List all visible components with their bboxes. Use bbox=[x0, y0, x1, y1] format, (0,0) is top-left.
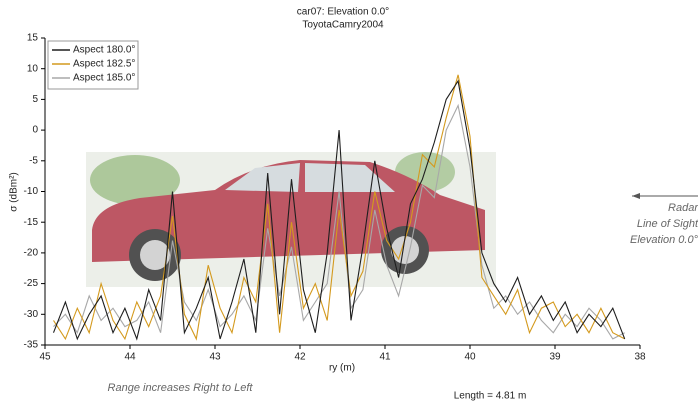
annotation: Radar bbox=[668, 202, 698, 214]
y-tick-label: -10 bbox=[24, 186, 39, 197]
legend-label: Aspect 185.0° bbox=[73, 73, 135, 84]
series-line bbox=[53, 103, 625, 340]
car-photo bbox=[86, 152, 496, 287]
legend-label: Aspect 180.0° bbox=[73, 45, 135, 56]
y-tick-label: -35 bbox=[24, 340, 39, 351]
x-tick-label: 41 bbox=[379, 352, 391, 363]
x-tick-label: 39 bbox=[549, 352, 561, 363]
y-tick-label: 0 bbox=[32, 125, 38, 136]
y-tick-label: 10 bbox=[27, 63, 39, 74]
annotation: Length = 4.81 m bbox=[454, 391, 527, 402]
x-tick-label: 45 bbox=[39, 352, 51, 363]
y-tick-label: -20 bbox=[24, 248, 39, 259]
legend-box bbox=[47, 40, 139, 90]
x-tick-label: 42 bbox=[294, 352, 306, 363]
annotation: Range increases Right to Left bbox=[108, 382, 254, 394]
series-line bbox=[53, 74, 625, 341]
series-line bbox=[52, 79, 626, 341]
annotation: Elevation 0.0° bbox=[630, 234, 698, 246]
y-axis-label: σ (dBm²) bbox=[9, 172, 20, 212]
x-axis-label: ry (m) bbox=[329, 363, 355, 374]
y-tick-label: -15 bbox=[24, 217, 39, 228]
legend-label: Aspect 182.5° bbox=[73, 59, 135, 70]
x-tick-label: 40 bbox=[464, 352, 476, 363]
annotation: Line of Sight bbox=[637, 218, 698, 230]
y-tick-label: 5 bbox=[32, 94, 38, 105]
legend: Aspect 180.0° Aspect 182.5° Aspect 185.0° bbox=[47, 40, 139, 90]
y-tick-label: 15 bbox=[27, 33, 39, 44]
x-tick-label: 43 bbox=[209, 352, 221, 363]
y-tick-label: -30 bbox=[24, 309, 39, 320]
y-tick-label: -5 bbox=[29, 155, 38, 166]
x-tick-label: 44 bbox=[124, 352, 136, 363]
arrow-head bbox=[632, 193, 640, 199]
x-tick-label: 38 bbox=[634, 352, 646, 363]
y-tick-label: -25 bbox=[24, 278, 39, 289]
chart-subtitle: ToyotaCamry2004 bbox=[302, 20, 384, 31]
chart-title: car07: Elevation 0.0° bbox=[297, 7, 389, 18]
